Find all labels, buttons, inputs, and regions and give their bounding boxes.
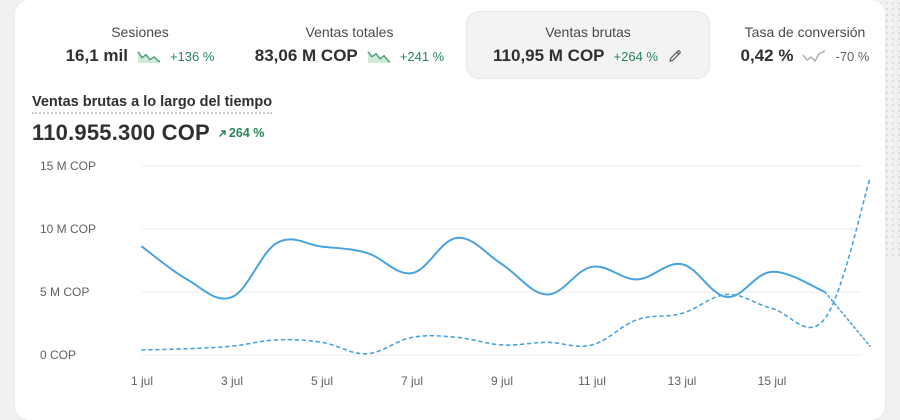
metric-label: Sesiones	[111, 24, 169, 40]
metric-delta: +241 %	[399, 48, 445, 64]
pencil-edit-icon[interactable]	[667, 48, 683, 64]
y-tick-label: 0 COP	[40, 348, 76, 362]
metrics-row: Sesiones 16,1 mil +136 % Ventas totales …	[35, 12, 895, 80]
total-delta-value: 264 %	[228, 126, 265, 140]
metric-sesiones[interactable]: Sesiones 16,1 mil +136 %	[35, 12, 245, 78]
y-tick-label: 15 M COP	[40, 159, 96, 173]
metric-label: Ventas brutas	[545, 24, 631, 40]
x-tick-label: 3 jul	[221, 374, 243, 388]
metric-value: 16,1 mil	[65, 46, 128, 65]
metric-value: 110,95 M COP	[493, 46, 605, 65]
metric-delta: -70 %	[835, 48, 870, 64]
trend-down-sparkline-icon	[802, 50, 826, 63]
x-tick-label: 7 jul	[401, 374, 423, 388]
x-tick-label: 1 jul	[131, 374, 153, 388]
metric-ventas-brutas[interactable]: Ventas brutas 110,95 M COP +264 %	[467, 12, 709, 78]
series-line-comparison	[141, 177, 871, 355]
metric-delta: +264 %	[613, 48, 658, 64]
x-tick-label: 11 jul	[578, 374, 606, 388]
metric-value: 83,06 M COP	[254, 46, 358, 65]
x-tick-label: 13 jul	[668, 374, 697, 388]
trend-up-sparkline-icon	[367, 51, 391, 63]
y-tick-label: 10 M COP	[40, 222, 96, 236]
x-tick-label: 15 jul	[758, 374, 787, 388]
metric-label: Ventas totales	[305, 24, 394, 40]
series-line-current	[141, 236, 826, 300]
metric-value: 0,42 %	[740, 46, 794, 65]
metric-ventas-totales[interactable]: Ventas totales 83,06 M COP +241 %	[242, 12, 457, 78]
x-tick-label: 5 jul	[311, 374, 333, 388]
y-tick-label: 5 M COP	[40, 285, 89, 299]
series-line-projection	[824, 291, 871, 347]
metric-label: Tasa de conversión	[744, 24, 866, 40]
metric-tasa-conversion[interactable]: Tasa de conversión 0,42 % -70 %	[715, 12, 895, 78]
trend-up-sparkline-icon	[137, 51, 161, 63]
total-value: 110.955.300 COP	[32, 120, 210, 145]
metric-delta: +136 %	[169, 48, 215, 64]
analytics-card: Sesiones 16,1 mil +136 % Ventas totales …	[15, 0, 885, 420]
total-summary: 110.955.300 COP 264 %	[32, 120, 264, 146]
x-tick-label: 9 jul	[491, 374, 513, 388]
total-delta: 264 %	[218, 126, 264, 140]
arrow-up-right-icon	[218, 129, 226, 137]
sales-line-chart: 0 COP 5 M COP 10 M COP 15 M COP 1 jul 3 jul 5 …	[40, 159, 871, 388]
chart-title[interactable]: Ventas brutas a lo largo del tiempo	[32, 94, 273, 114]
